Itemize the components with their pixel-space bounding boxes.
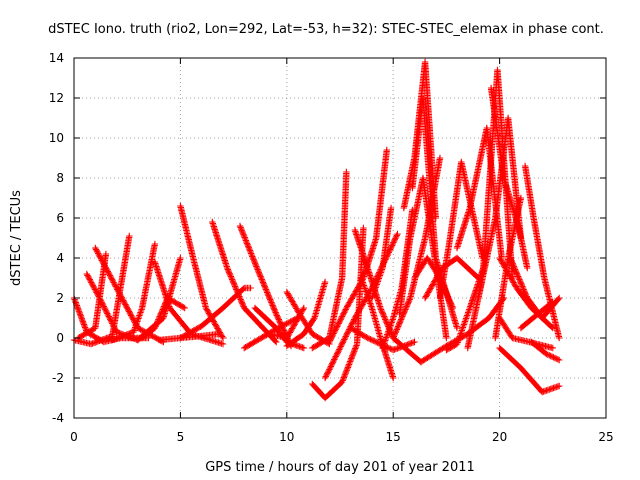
x-tick-label: 15	[386, 430, 401, 444]
x-tick-label: 20	[492, 430, 507, 444]
data-point-markers	[177, 284, 254, 342]
series-18	[283, 278, 329, 350]
x-axis-title: GPS time / hours of day 201 of year 2011	[205, 460, 475, 475]
y-tick-label: 4	[56, 251, 64, 265]
data-point-markers	[368, 204, 395, 302]
data-point-markers	[487, 84, 531, 272]
data-marks	[70, 58, 563, 402]
y-tick-label: 10	[49, 131, 64, 145]
series-40	[487, 84, 531, 272]
series-20	[309, 168, 350, 352]
series-48	[517, 298, 556, 332]
series-44	[521, 162, 563, 342]
grid	[74, 58, 606, 418]
data-point-markers	[283, 278, 329, 350]
data-point-markers	[109, 240, 159, 344]
series-13	[177, 284, 254, 342]
data-point-markers	[236, 222, 295, 350]
data-point-markers	[177, 202, 227, 342]
plot-frame	[73, 57, 607, 419]
y-tick-label: -4	[52, 411, 64, 425]
y-tick-labels: -4 -2 0 2 4 6 8 10 12 14	[49, 51, 64, 425]
x-tick-label: 10	[279, 430, 294, 444]
y-tick-label: 0	[56, 331, 64, 345]
series-26	[368, 204, 395, 302]
data-point-markers	[75, 250, 110, 342]
data-point-markers	[521, 162, 563, 342]
x-tick-label: 0	[70, 430, 78, 444]
series-10	[177, 202, 227, 342]
y-tick-label: 8	[56, 171, 64, 185]
series-12	[236, 222, 295, 350]
data-point-markers	[517, 298, 556, 332]
series-4	[75, 250, 110, 342]
series-3	[92, 244, 167, 346]
data-point-markers	[92, 244, 167, 346]
y-tick-label: -2	[52, 371, 64, 385]
series-47	[496, 344, 563, 396]
y-tick-label: 12	[49, 91, 64, 105]
series-5	[109, 240, 159, 344]
data-point-markers	[496, 344, 563, 396]
series-46	[528, 338, 563, 364]
series-8	[138, 294, 188, 342]
axis-ticks	[73, 57, 607, 419]
y-tick-label: 6	[56, 211, 64, 225]
y-axis-title: dSTEC / TECUs	[9, 190, 24, 286]
x-tick-label: 25	[598, 430, 613, 444]
data-point-markers	[528, 338, 563, 364]
data-point-markers	[309, 168, 350, 352]
chart-title: dSTEC Iono. truth (rio2, Lon=292, Lat=-5…	[48, 22, 604, 37]
y-tick-label: 2	[56, 291, 64, 305]
data-point-markers	[138, 294, 188, 342]
x-tick-labels: 0 5 10 15 20 25	[70, 430, 613, 444]
y-tick-label: 14	[49, 51, 64, 65]
x-tick-label: 5	[177, 430, 185, 444]
